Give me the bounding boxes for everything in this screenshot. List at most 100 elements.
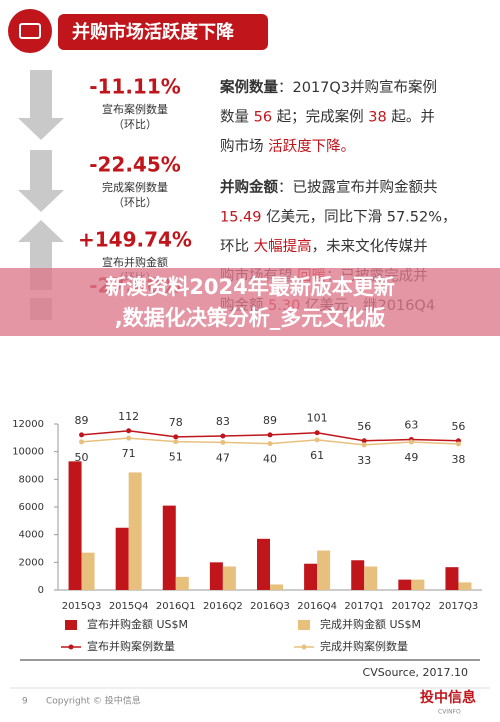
y-tick-label: 10000 [12, 447, 44, 458]
text-segment: 56 [254, 110, 272, 126]
line-point [455, 441, 461, 447]
stat-label: 完成案例数量 [102, 180, 168, 194]
text-segment: 15.49 [220, 210, 262, 226]
line-point [126, 428, 132, 434]
line-point [79, 432, 85, 438]
text-segment: ：2017Q3并购宣布案例 [278, 78, 437, 96]
y-tick-label: 6000 [19, 502, 44, 513]
arrow-down [18, 70, 64, 140]
x-tick-label: 2016Q3 [250, 601, 290, 612]
line-point [173, 434, 179, 440]
bar [270, 584, 283, 590]
paragraph-line: 数量 56 起；完成案例 38 起。并 [220, 108, 435, 126]
legend-swatch [298, 620, 310, 630]
text-segment: 起；完成案例 [272, 108, 368, 126]
line-point [267, 432, 273, 438]
data-label: 78 [169, 416, 183, 429]
line-point [314, 430, 320, 436]
legend-label: 宣布并购案例数量 [87, 639, 175, 653]
y-tick-label: 2000 [19, 557, 44, 568]
text-segment: ：已披露宣布并购金额共 [278, 179, 438, 196]
x-tick-label: 2016Q4 [297, 601, 337, 612]
arrows [18, 70, 64, 320]
line-point [314, 437, 320, 443]
header-icon [8, 9, 52, 53]
line-point [220, 439, 226, 445]
legend-label: 完成并购案例数量 [320, 639, 408, 653]
bar [162, 505, 176, 590]
data-label: 89 [75, 414, 89, 427]
icon-glyph [19, 23, 41, 39]
arrow-up [18, 220, 64, 290]
bar [411, 579, 425, 590]
copyright: Copyright © 投中信息 [46, 695, 141, 707]
data-label: 61 [310, 449, 324, 462]
data-label: 83 [216, 415, 230, 428]
y-tick-label: 8000 [19, 474, 44, 485]
stat-note: （环比） [113, 118, 157, 131]
bar [68, 461, 82, 590]
logo: 投中信息 [420, 689, 476, 706]
y-tick-label: 12000 [12, 419, 44, 430]
bar [304, 563, 318, 590]
y-tick-label: 0 [38, 585, 44, 596]
paragraph-line: 并购金额：已披露宣布并购金额共 [220, 178, 438, 196]
bar [317, 550, 331, 590]
text-segment: 活跃度下降。 [268, 138, 355, 155]
stat-value: -22.45% [89, 153, 181, 177]
overlay-band [0, 268, 500, 336]
line-point [173, 439, 179, 445]
data-label: 101 [307, 412, 328, 425]
data-label: 49 [404, 451, 418, 464]
bar [222, 566, 236, 590]
legend-swatch [68, 644, 74, 650]
x-tick-label: 2015Q4 [109, 601, 149, 612]
data-label: 51 [169, 451, 183, 464]
stat-label: 宣布案例数量 [102, 102, 168, 116]
stat-value: -11.11% [89, 75, 181, 99]
x-tick-label: 2016Q2 [203, 601, 243, 612]
legend-label: 完成并购金额 US$M [320, 617, 421, 631]
bar [81, 552, 95, 590]
data-label: 71 [122, 447, 136, 460]
x-tick-label: 2017Q1 [344, 601, 384, 612]
text-segment: 购市场 [220, 138, 268, 155]
line-point [220, 433, 226, 439]
bar [128, 472, 142, 590]
text-segment: 数量 [220, 109, 254, 126]
bar [398, 579, 412, 590]
data-label: 56 [451, 420, 465, 433]
x-tick-label: 2015Q3 [62, 601, 102, 612]
bar [175, 576, 189, 590]
line-point [79, 439, 85, 445]
bar [364, 566, 378, 590]
text-segment: 案例数量 [219, 78, 278, 96]
logo-sub: CVINFO [438, 709, 461, 716]
line-point [361, 442, 367, 448]
paragraph-line: 15.49 亿美元，同比下滑 57.52%， [220, 209, 457, 226]
bar [257, 538, 270, 590]
legend-swatch [65, 620, 77, 630]
text-segment: 38 [368, 110, 386, 126]
paragraph-line: 环比 大幅提高，未来文化传媒并 [220, 238, 428, 255]
paragraph-line: 案例数量：2017Q3并购宣布案例 [219, 78, 437, 96]
legend-swatch [301, 644, 307, 650]
text-segment: 环比 [220, 238, 254, 255]
line-point [267, 441, 273, 447]
legend-label: 宣布并购金额 US$M [87, 617, 188, 631]
x-tick-label: 2016Q1 [156, 601, 196, 612]
stat-note: （环比） [113, 196, 157, 209]
text-segment: 并购金额 [220, 178, 278, 196]
y-tick-label: 4000 [19, 530, 44, 541]
bar [209, 562, 223, 590]
source: CVSource, 2017.10 [363, 666, 468, 679]
bar [115, 527, 129, 590]
data-label: 38 [451, 453, 465, 466]
text-segment: 大幅提高 [254, 238, 312, 255]
line-point [361, 438, 367, 444]
data-label: 112 [118, 410, 139, 423]
data-label: 63 [404, 419, 418, 432]
data-label: 50 [75, 451, 89, 464]
